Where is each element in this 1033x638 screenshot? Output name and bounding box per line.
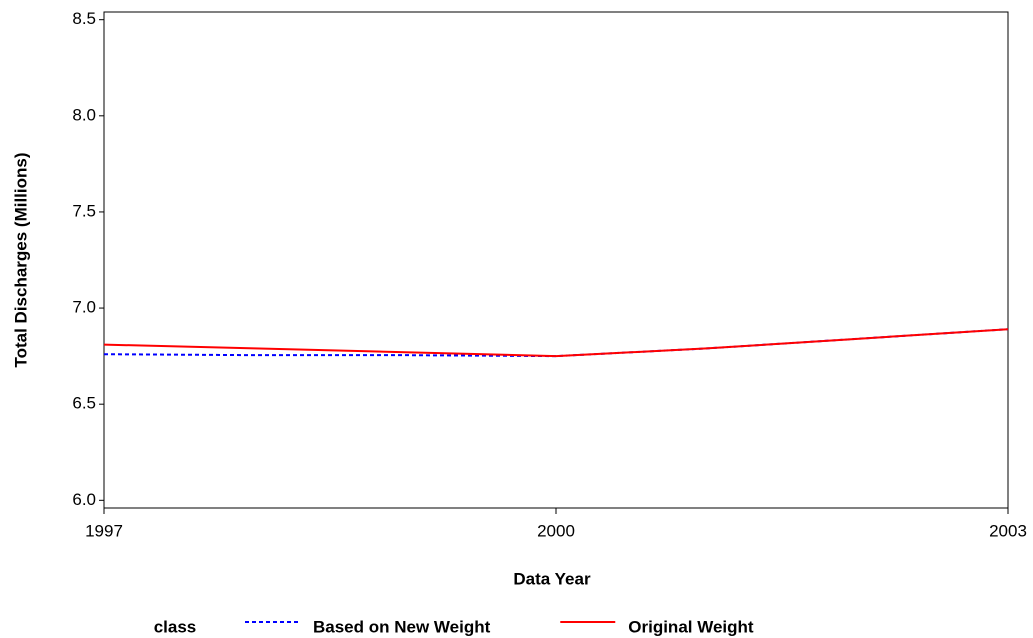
series-line <box>103 328 1009 358</box>
x-tick-label: 2003 <box>989 521 1027 540</box>
legend-title: class <box>154 617 197 636</box>
plot-frame <box>103 11 1009 509</box>
x-tick-label: 1997 <box>85 521 123 540</box>
y-tick-label: 7.0 <box>72 298 96 317</box>
y-tick-label: 6.5 <box>72 394 96 413</box>
y-tick-label: 7.5 <box>72 201 96 220</box>
series-line <box>103 328 1009 358</box>
legend-label: Based on New Weight <box>313 617 491 636</box>
x-axis-label: Data Year <box>513 569 591 588</box>
x-tick-label: 2000 <box>537 521 575 540</box>
y-tick-label: 8.5 <box>72 9 96 28</box>
y-tick-label: 8.0 <box>72 105 96 124</box>
legend-label: Original Weight <box>628 617 754 636</box>
y-axis-label: Total Discharges (Millions) <box>11 152 30 367</box>
y-tick-label: 6.0 <box>72 490 96 509</box>
